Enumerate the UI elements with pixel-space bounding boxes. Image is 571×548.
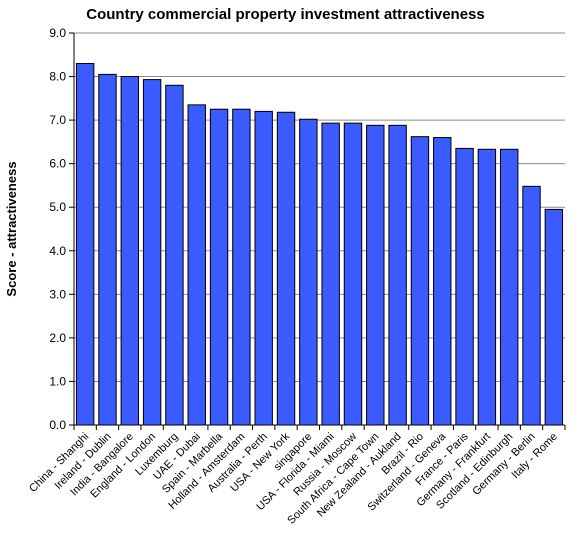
bar [209, 108, 229, 426]
bar [366, 124, 385, 426]
y-tick-label: 9.0 [49, 26, 66, 40]
bar [165, 84, 184, 426]
bar [321, 122, 340, 426]
y-tick-label: 1.0 [49, 374, 66, 388]
y-tick-label: 3.0 [49, 287, 66, 301]
bar [343, 122, 363, 426]
bar [455, 147, 474, 426]
bar [544, 208, 564, 426]
bar [75, 62, 95, 426]
y-tick-label: 6.0 [49, 157, 66, 171]
y-tick-label: 4.0 [49, 244, 66, 258]
bar [232, 108, 251, 426]
bar [276, 111, 296, 426]
chart-title: Country commercial property investment a… [86, 6, 485, 23]
y-tick-label: 5.0 [49, 200, 66, 214]
y-tick-label: 0.0 [49, 418, 66, 432]
bar [433, 137, 452, 426]
bar [120, 76, 139, 426]
bar [254, 110, 273, 426]
y-tick-label: 7.0 [49, 113, 66, 127]
bar [477, 148, 497, 426]
bar-layer [75, 62, 564, 426]
bar [388, 124, 407, 426]
bar [500, 148, 519, 426]
y-tick-label: 2.0 [49, 331, 66, 345]
bar [187, 104, 206, 426]
y-tick-label: 8.0 [49, 70, 66, 84]
bar [142, 79, 162, 426]
bar [410, 136, 430, 426]
axis-layer [69, 32, 566, 430]
bar [522, 185, 541, 426]
bar [98, 73, 117, 426]
y-axis-label: Score - attractiveness [4, 161, 19, 296]
bar [299, 118, 318, 426]
